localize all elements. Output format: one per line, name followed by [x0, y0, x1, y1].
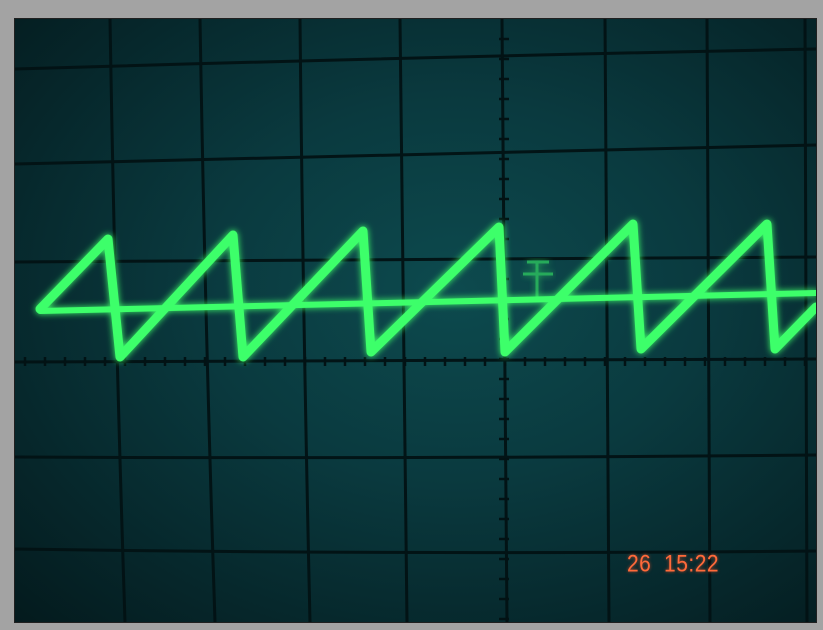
retrace-line	[232, 234, 244, 358]
grid-line	[15, 143, 816, 166]
grid-line	[15, 547, 816, 555]
grid-line	[15, 453, 816, 460]
grid-line	[15, 357, 816, 364]
retrace-line	[107, 238, 121, 358]
ground-marker	[523, 260, 553, 299]
retrace-line	[498, 226, 506, 353]
date-gap	[651, 551, 664, 577]
retrace-line	[632, 223, 642, 350]
date-day: 26	[627, 551, 652, 578]
grid-line	[603, 19, 611, 622]
photo-date-stamp: 26 15:22	[627, 551, 719, 579]
retrace-line	[766, 223, 776, 350]
grid-line	[705, 19, 712, 622]
grid-line	[198, 19, 217, 622]
date-time: 15:22	[664, 551, 720, 578]
graticule-grid	[15, 19, 816, 622]
waveform-traces	[35, 219, 816, 362]
grid-line	[15, 47, 816, 71]
oscilloscope-display	[15, 19, 816, 622]
oscilloscope-screen: 26 15:22	[14, 18, 817, 623]
retrace-line	[362, 230, 372, 353]
grid-line	[298, 19, 312, 622]
grid-line	[15, 255, 816, 264]
axis-ticks	[23, 37, 807, 621]
sawtooth-trace	[35, 219, 816, 362]
